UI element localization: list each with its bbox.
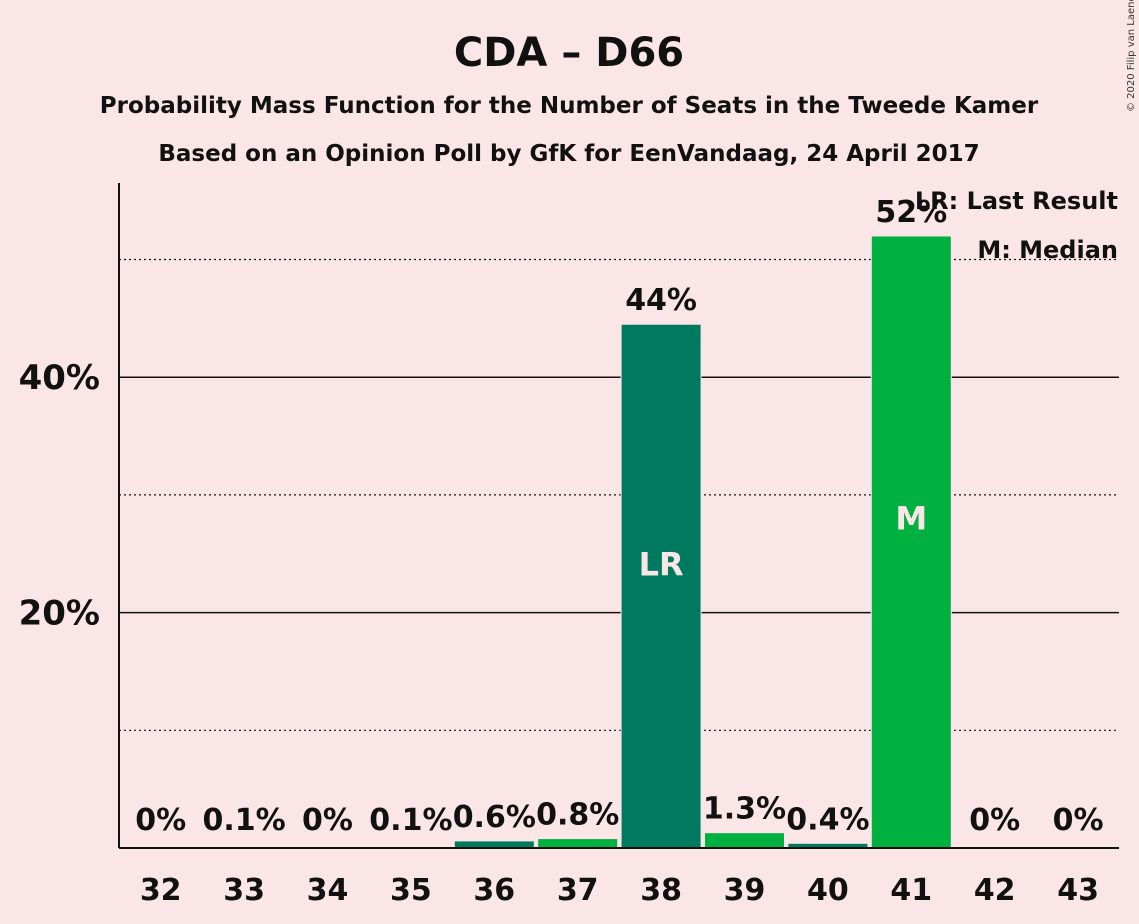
bar-seats-36 (453, 840, 535, 849)
bar-seats-39 (704, 832, 785, 849)
chart-subtitle-source: Based on an Opinion Poll by GfK for EenV… (158, 141, 979, 167)
data-label-seats-33: 0.1% (202, 803, 285, 838)
x-tick-label: 32 (140, 873, 182, 908)
y-tick-label: 20% (19, 594, 100, 634)
x-tick-label: 42 (974, 873, 1016, 908)
grid-lines (119, 258, 1119, 731)
data-label-seats-42: 0% (969, 803, 1020, 838)
data-label-seats-36: 0.6% (453, 800, 536, 835)
chart-title: CDA – D66 (454, 30, 684, 76)
data-label-seats-37: 0.8% (536, 798, 619, 833)
x-tick-label: 43 (1057, 873, 1099, 908)
x-tick-label: 34 (307, 873, 349, 908)
x-tick-label: 39 (724, 873, 766, 908)
y-tick-label: 40% (19, 358, 100, 398)
bar-seats-37 (537, 838, 619, 849)
inside-label-seats-38: LR (639, 546, 684, 584)
data-labels: 0% 0.1% 0% 0.1% 0.6% 0.8%44%LR1.3% 0.4%52%M0% 0… (135, 195, 1103, 838)
data-label-seats-35: 0.1% (369, 803, 452, 838)
chart-subtitle: Probability Mass Function for the Number… (100, 93, 1039, 119)
data-label-seats-34: 0% (302, 803, 353, 838)
bar-seats-38 (620, 323, 702, 849)
y-axis-ticks: 20% 40% (19, 358, 100, 633)
data-label-seats-43: 0% (1053, 803, 1104, 838)
bars (203, 235, 952, 849)
inside-label-seats-41: M (895, 500, 927, 538)
data-label-seats-38: 44% (625, 283, 697, 318)
x-tick-label: 38 (640, 873, 682, 908)
x-tick-label: 33 (223, 873, 265, 908)
legend-last-result: LR: Last Result (915, 187, 1118, 215)
bar-seats-41 (870, 235, 952, 849)
data-label-seats-40: 0.4% (786, 802, 869, 837)
legend-median: M: Median (977, 236, 1118, 264)
x-tick-label: 36 (473, 873, 515, 908)
copyright-notice: © 2020 Filip van Laenen (1126, 0, 1137, 112)
data-label-seats-41: 52% (875, 195, 947, 230)
x-tick-label: 41 (890, 873, 932, 908)
x-tick-label: 40 (807, 873, 849, 908)
x-axis-ticks: 32 33 34 35 36 37 38 39 40 41 42 43 (140, 873, 1099, 908)
data-label-seats-32: 0% (135, 803, 186, 838)
x-tick-label: 37 (557, 873, 599, 908)
data-label-seats-39: 1.3% (703, 792, 786, 827)
x-tick-label: 35 (390, 873, 432, 908)
